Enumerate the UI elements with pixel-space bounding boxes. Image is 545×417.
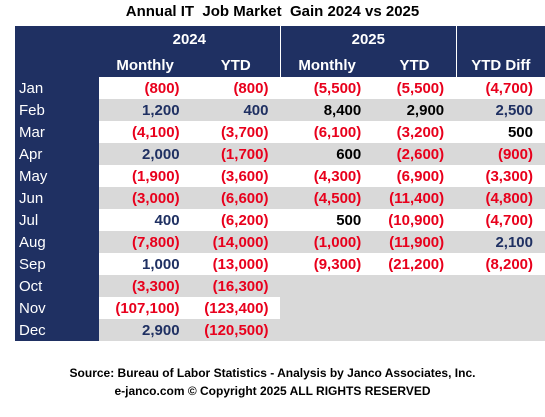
chart-title: Annual IT Job Market Gain 2024 vs 2025	[125, 3, 420, 20]
table-row: Feb 1,200 400 8,400 2,900 2,500	[15, 99, 545, 121]
cell-ytd-2024: (120,500)	[191, 319, 281, 341]
cell-monthly-2025: 600	[280, 143, 374, 165]
cell-monthly-2025: 8,400	[280, 99, 374, 121]
cell-ytd-2024: (123,400)	[191, 297, 281, 319]
month-label: Nov	[15, 297, 99, 319]
table-row: Mar (4,100) (3,700) (6,100) (3,200) 500	[15, 121, 545, 143]
table-row: Jul 400 (6,200) 500 (10,900) (4,700)	[15, 209, 545, 231]
cell-monthly-2025: (4,500)	[280, 187, 374, 209]
cell-monthly-2025: (6,100)	[280, 121, 374, 143]
cell-ytd-2024: (6,200)	[191, 209, 281, 231]
cell-ytd-2025: (11,900)	[373, 231, 457, 253]
column-header-ytd-2025: YTD	[373, 53, 457, 77]
cell-monthly-2024: 1,000	[98, 253, 192, 275]
cell-monthly-2025: (1,000)	[280, 231, 374, 253]
table-row: May (1,900) (3,600) (4,300) (6,900) (3,300)	[15, 165, 545, 187]
month-label: Sep	[15, 253, 99, 275]
table-row: Apr 2,000 (1,700) 600 (2,600) (900)	[15, 143, 545, 165]
cell-ytd-diff: (4,700)	[456, 209, 545, 231]
cell-monthly-2025	[280, 319, 374, 341]
month-label: Aug	[15, 231, 99, 253]
cell-ytd-diff	[456, 275, 545, 297]
cell-monthly-2025	[280, 297, 374, 319]
year-header-2024: 2024	[98, 26, 281, 53]
cell-ytd-2024: (16,300)	[191, 275, 281, 297]
table-row: Sep 1,000 (13,000) (9,300) (21,200) (8,200)	[15, 253, 545, 275]
cell-monthly-2024: (800)	[98, 77, 192, 99]
cell-ytd-2025	[373, 275, 457, 297]
column-header-monthly-2025: Monthly	[279, 53, 374, 77]
cell-monthly-2025: 500	[280, 209, 374, 231]
cell-ytd-diff: (900)	[456, 143, 545, 165]
cell-ytd-2024: (6,600)	[191, 187, 281, 209]
month-label: Oct	[15, 275, 99, 297]
cell-ytd-2025: (11,400)	[373, 187, 457, 209]
table-row: Aug (7,800) (14,000) (1,000) (11,900) 2,100	[15, 231, 545, 253]
source-note: Source: Bureau of Labor Statistics - Ana…	[69, 366, 476, 380]
cell-monthly-2025: (5,500)	[280, 77, 374, 99]
cell-ytd-diff: (8,200)	[456, 253, 545, 275]
cell-ytd-2025: 2,900	[373, 99, 457, 121]
table-row: Nov (107,100) (123,400)	[15, 297, 545, 319]
cell-ytd-diff	[456, 297, 545, 319]
cell-ytd-2024: (3,600)	[191, 165, 281, 187]
table-row: Jan (800) (800) (5,500) (5,500) (4,700)	[15, 77, 545, 99]
cell-monthly-2024: 400	[98, 209, 192, 231]
cell-ytd-2024: (1,700)	[191, 143, 281, 165]
cell-ytd-2025: (6,900)	[373, 165, 457, 187]
column-header-ytd-diff: YTD Diff	[455, 53, 545, 77]
cell-monthly-2025: (4,300)	[280, 165, 374, 187]
corner-cell	[15, 26, 99, 77]
cell-ytd-2025: (5,500)	[373, 77, 457, 99]
cell-ytd-2024: (14,000)	[191, 231, 281, 253]
cell-monthly-2024: (4,100)	[98, 121, 192, 143]
cell-ytd-2025	[373, 297, 457, 319]
cell-monthly-2025	[280, 275, 374, 297]
year-header-empty	[455, 26, 545, 53]
cell-monthly-2024: (107,100)	[98, 297, 192, 319]
month-label: Feb	[15, 99, 99, 121]
cell-monthly-2024: 2,900	[98, 319, 192, 341]
column-header-monthly-2024: Monthly	[98, 53, 192, 77]
cell-ytd-2024: (3,700)	[191, 121, 281, 143]
cell-ytd-diff	[456, 319, 545, 341]
cell-ytd-2025: (21,200)	[373, 253, 457, 275]
cell-ytd-diff: (3,300)	[456, 165, 545, 187]
cell-monthly-2024: (1,900)	[98, 165, 192, 187]
job-market-table: 2024 2025 Monthly YTD Monthly YTD YTD Di…	[15, 26, 545, 341]
month-label: May	[15, 165, 99, 187]
cell-monthly-2025: (9,300)	[280, 253, 374, 275]
cell-ytd-2024: (13,000)	[191, 253, 281, 275]
column-header-ytd-2024: YTD	[191, 53, 281, 77]
cell-ytd-diff: 500	[456, 121, 545, 143]
month-label: Jun	[15, 187, 99, 209]
copyright-note: e-janco.com © Copyright 2025 ALL RIGHTS …	[114, 384, 431, 398]
cell-monthly-2024: (7,800)	[98, 231, 192, 253]
cell-ytd-diff: (4,700)	[456, 77, 545, 99]
month-label: Apr	[15, 143, 99, 165]
cell-ytd-2024: 400	[191, 99, 281, 121]
cell-ytd-2025	[373, 319, 457, 341]
cell-monthly-2024: (3,300)	[98, 275, 192, 297]
month-label: Jul	[15, 209, 99, 231]
cell-ytd-2025: (3,200)	[373, 121, 457, 143]
cell-ytd-2025: (10,900)	[373, 209, 457, 231]
month-label: Mar	[15, 121, 99, 143]
cell-ytd-2025: (2,600)	[373, 143, 457, 165]
table-row: Dec 2,900 (120,500)	[15, 319, 545, 341]
cell-monthly-2024: 1,200	[98, 99, 192, 121]
cell-monthly-2024: 2,000	[98, 143, 192, 165]
month-label: Jan	[15, 77, 99, 99]
cell-monthly-2024: (3,000)	[98, 187, 192, 209]
table-row: Oct (3,300) (16,300)	[15, 275, 545, 297]
table-row: Jun (3,000) (6,600) (4,500) (11,400) (4,800)	[15, 187, 545, 209]
cell-ytd-diff: 2,100	[456, 231, 545, 253]
cell-ytd-2024: (800)	[191, 77, 281, 99]
month-label: Dec	[15, 319, 99, 341]
year-header-2025: 2025	[279, 26, 457, 53]
cell-ytd-diff: 2,500	[456, 99, 545, 121]
cell-ytd-diff: (4,800)	[456, 187, 545, 209]
